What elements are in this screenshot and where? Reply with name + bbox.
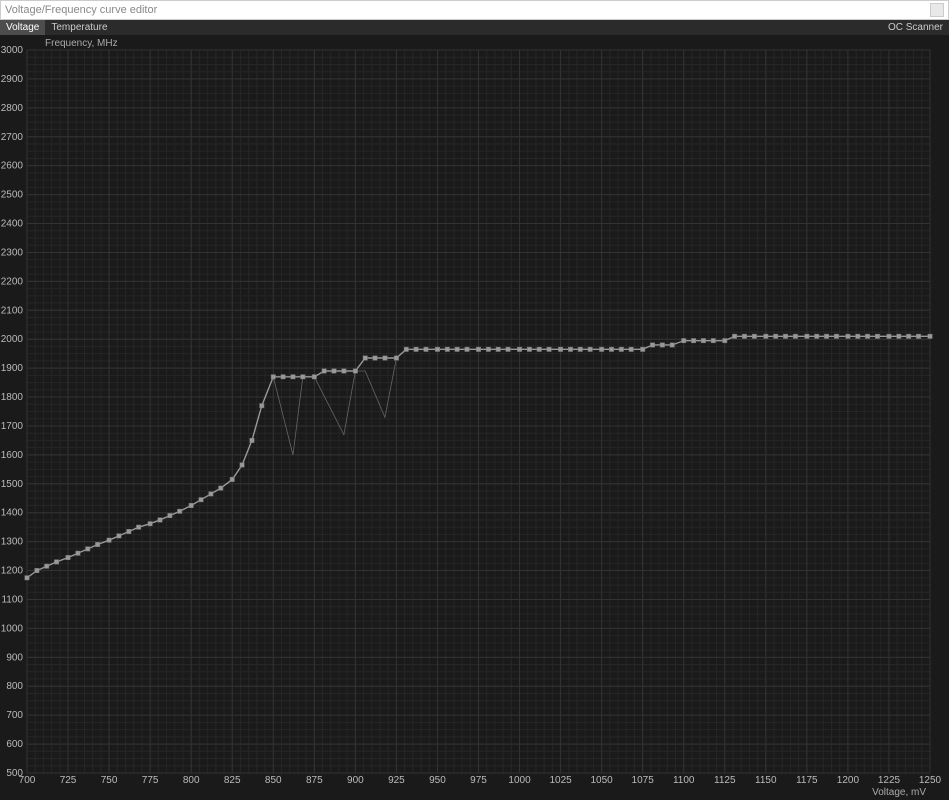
- svg-text:1250: 1250: [919, 775, 942, 786]
- window-close-button[interactable]: [930, 3, 944, 17]
- svg-text:825: 825: [224, 775, 241, 786]
- svg-text:1125: 1125: [714, 775, 736, 786]
- svg-text:1600: 1600: [1, 450, 24, 461]
- svg-text:1100: 1100: [673, 775, 695, 786]
- svg-text:1700: 1700: [1, 421, 24, 432]
- svg-text:850: 850: [265, 775, 282, 786]
- svg-text:800: 800: [6, 681, 23, 692]
- toolbar: Voltage Temperature OC Scanner: [0, 20, 949, 35]
- svg-text:3000: 3000: [1, 45, 24, 56]
- svg-text:2200: 2200: [1, 276, 24, 287]
- window-title: Voltage/Frequency curve editor: [5, 4, 157, 16]
- chart-area[interactable]: 700 725 750 775 800 825 850 875 900 925 950 975 1000…: [0, 35, 949, 800]
- svg-text:875: 875: [306, 775, 323, 786]
- tab-temperature[interactable]: Temperature: [45, 20, 113, 35]
- svg-text:2800: 2800: [1, 103, 24, 114]
- svg-text:Frequency, MHz: Frequency, MHz: [45, 38, 118, 49]
- svg-text:1000: 1000: [508, 775, 531, 786]
- svg-text:2000: 2000: [1, 334, 24, 345]
- svg-text:925: 925: [388, 775, 405, 786]
- svg-text:1100: 1100: [1, 594, 23, 605]
- svg-text:2100: 2100: [1, 305, 24, 316]
- vf-curve-chart[interactable]: 700 725 750 775 800 825 850 875 900 925 950 975 1000…: [0, 35, 949, 800]
- svg-text:500: 500: [6, 768, 23, 779]
- svg-text:800: 800: [183, 775, 200, 786]
- oc-scanner-button[interactable]: OC Scanner: [882, 20, 949, 35]
- svg-text:1400: 1400: [1, 508, 24, 519]
- svg-text:600: 600: [6, 739, 23, 750]
- svg-text:1300: 1300: [1, 537, 24, 548]
- svg-text:1050: 1050: [591, 775, 614, 786]
- svg-text:1025: 1025: [549, 775, 572, 786]
- toolbar-spacer: [114, 20, 882, 35]
- svg-text:1175: 1175: [796, 775, 818, 786]
- svg-text:1200: 1200: [837, 775, 860, 786]
- window-titlebar: Voltage/Frequency curve editor: [0, 0, 949, 20]
- svg-text:1200: 1200: [1, 566, 24, 577]
- svg-text:2300: 2300: [1, 247, 24, 258]
- svg-text:1900: 1900: [1, 363, 24, 374]
- svg-text:900: 900: [6, 652, 23, 663]
- svg-text:900: 900: [347, 775, 364, 786]
- svg-text:950: 950: [429, 775, 446, 786]
- svg-text:975: 975: [470, 775, 487, 786]
- svg-text:725: 725: [60, 775, 77, 786]
- svg-text:2500: 2500: [1, 190, 24, 201]
- svg-text:2400: 2400: [1, 219, 24, 230]
- svg-text:1150: 1150: [755, 775, 777, 786]
- tab-voltage[interactable]: Voltage: [0, 20, 45, 35]
- svg-text:700: 700: [6, 710, 23, 721]
- svg-text:1075: 1075: [632, 775, 655, 786]
- svg-text:1225: 1225: [878, 775, 901, 786]
- svg-text:750: 750: [101, 775, 118, 786]
- svg-text:2900: 2900: [1, 74, 24, 85]
- svg-text:2600: 2600: [1, 161, 24, 172]
- svg-text:1800: 1800: [1, 392, 24, 403]
- svg-text:2700: 2700: [1, 132, 24, 143]
- svg-text:1500: 1500: [1, 479, 24, 490]
- svg-text:775: 775: [142, 775, 159, 786]
- svg-text:1000: 1000: [1, 623, 24, 634]
- svg-text:Voltage, mV: Voltage, mV: [872, 787, 926, 798]
